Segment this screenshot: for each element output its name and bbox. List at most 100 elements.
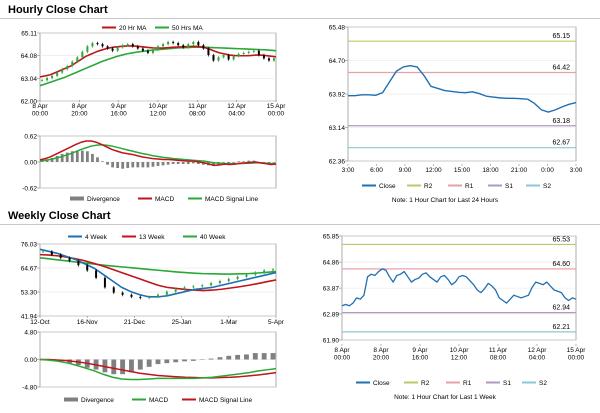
hourly-price-candle	[141, 48, 144, 51]
hourly-pivot-legend-r2-label: R2	[424, 183, 433, 190]
weekly-divergence-bar	[190, 359, 196, 361]
hourly-price-candle	[252, 50, 255, 52]
weekly-pivot-level-label-r2: 65.53	[552, 236, 570, 243]
hourly-divergence-bar	[262, 162, 266, 163]
weekly-price-y-tick-label: 53.30	[21, 290, 38, 297]
hourly-divergence-bar	[136, 162, 140, 168]
weekly-divergence-bar	[270, 353, 276, 360]
hourly-divergence-bar	[131, 162, 135, 168]
weekly-pivot-y-tick-label: 63.87	[323, 286, 340, 293]
weekly-price-x-label: 21-Dec	[124, 319, 146, 326]
weekly-price-candle	[245, 274, 248, 277]
weekly-divergence-bar	[173, 359, 179, 363]
weekly-macd-y-tick-label: 4.80	[24, 330, 37, 337]
hourly-price-x-label: 8 Apr 00:00	[32, 103, 49, 118]
hourly-pivot-legend-r1-label: R1	[465, 183, 474, 190]
hourly-divergence-bar	[101, 161, 104, 162]
weekly-macd-y-tick-label: 0.00	[24, 357, 37, 364]
hourly-price-x-label: 11 Apr 08:00	[188, 103, 207, 118]
hourly-divergence-bar	[156, 162, 160, 167]
weekly-price-candle	[236, 276, 239, 279]
weekly-price-candle	[157, 294, 159, 297]
weekly-legend-divergence-label: Divergence	[81, 397, 114, 404]
hourly-divergence-bar	[50, 157, 54, 162]
weekly-divergence-bar	[129, 359, 134, 373]
hourly-pivot-note: Note: 1 Hour Chart for Last 24 Hours	[392, 197, 499, 204]
weekly-divergence-bar	[235, 354, 241, 360]
hourly-pivot-level-label-s1: 63.18	[552, 118, 570, 125]
hourly-divergence-bar	[181, 162, 185, 165]
hourly-divergence-bar	[191, 162, 195, 164]
weekly-title-divider	[0, 224, 600, 225]
hourly-divergence-bar	[212, 162, 215, 167]
weekly-pivot-close-line	[341, 268, 577, 307]
hourly-pivot-close-line	[348, 64, 577, 113]
weekly-price-x-label: 16-Nov	[77, 319, 99, 326]
weekly-divergence-bar	[252, 353, 258, 360]
weekly-price-plot	[39, 243, 277, 317]
weekly-pivot-note: Note: 1 Hour Chart for Last 1 Week	[394, 394, 497, 401]
weekly-divergence-bar	[137, 359, 143, 370]
hourly-price-candle	[126, 44, 129, 46]
hourly-pivot-x-label: 15:00	[454, 167, 471, 174]
hourly-price-candle	[136, 46, 139, 49]
hourly-pivot-level-label-s2: 62.67	[552, 140, 570, 147]
hourly-price-candle	[273, 58, 275, 61]
weekly-price-candle	[95, 270, 98, 278]
hourly-macd-line	[39, 140, 277, 167]
hourly-divergence-bar	[146, 162, 150, 168]
weekly-pivot-x-label: 8 Apr 20:00	[373, 347, 390, 362]
weekly-price-candle	[121, 292, 124, 295]
hourly-price-candle	[227, 55, 230, 60]
weekly-price-candle	[59, 254, 62, 258]
hourly-divergence-bar	[176, 162, 180, 165]
weekly-legend-ma4-label: 4 Week	[85, 234, 108, 241]
weekly-divergence-bar	[261, 353, 267, 360]
hourly-price-candle	[222, 55, 225, 58]
hourly-price-candle	[61, 69, 64, 73]
hourly-pivot-x-label: 12:00	[425, 167, 442, 174]
weekly-divergence-bar	[226, 355, 232, 360]
hourly-divergence-bar	[80, 150, 84, 162]
weekly-pivot-legend-r1-label: R1	[463, 380, 472, 387]
weekly-divergence-bar	[164, 359, 170, 364]
hourly-price-candle	[262, 55, 265, 59]
hourly-divergence-bar	[161, 162, 165, 166]
hourly-divergence-bar	[252, 160, 256, 162]
hourly-title-divider	[0, 18, 600, 19]
hourly-price-candle	[187, 44, 190, 48]
hourly-pivot-x-label: 3:00	[570, 167, 583, 174]
hourly-price-candle	[242, 52, 245, 54]
hourly-price-candle	[106, 46, 109, 49]
weekly-price-candle	[192, 286, 195, 288]
hourly-price-candle	[151, 49, 154, 53]
hourly-price-candle	[116, 47, 119, 51]
weekly-price-x-label: 5-Apr	[268, 319, 285, 326]
weekly-legend-macd-label: MACD	[149, 397, 168, 404]
hourly-price-candle	[81, 51, 84, 58]
hourly-price-x-label: 10 Apr 12:00	[149, 103, 169, 118]
hourly-pivot-x-label: 21:00	[511, 167, 528, 174]
weekly-price-candle	[174, 289, 177, 292]
hourly-legend-macd-label: MACD	[155, 196, 174, 203]
weekly-price-y-tick-label: 41.94	[21, 314, 38, 321]
hourly-price-candle	[217, 57, 220, 61]
hourly-price-x-label: 12 Apr 04:00	[227, 103, 247, 118]
hourly-price-candle	[172, 41, 175, 44]
hourly-pivot-legend-s1-label: S1	[505, 183, 513, 190]
hourly-price-candle	[101, 44, 104, 47]
weekly-divergence-bar	[208, 358, 214, 360]
weekly-price-candle	[68, 257, 71, 261]
weekly-pivot-y-tick-label: 65.85	[323, 234, 340, 241]
weekly-divergence-bar	[244, 354, 249, 360]
hourly-pivot-legend-close-label: Close	[379, 183, 396, 190]
hourly-divergence-bar	[267, 162, 271, 164]
hourly-price-candle	[237, 53, 240, 57]
hourly-price-x-label: 8 Apr 20:00	[71, 103, 88, 118]
hourly-pivot-legend-s2-label: S2	[543, 183, 551, 190]
hourly-price-candle	[247, 51, 250, 53]
weekly-price-candle	[77, 260, 80, 266]
hourly-price-candle	[177, 43, 180, 46]
hourly-divergence-bar	[141, 162, 145, 168]
hourly-pivot-y-tick-label: 65.48	[329, 25, 346, 32]
